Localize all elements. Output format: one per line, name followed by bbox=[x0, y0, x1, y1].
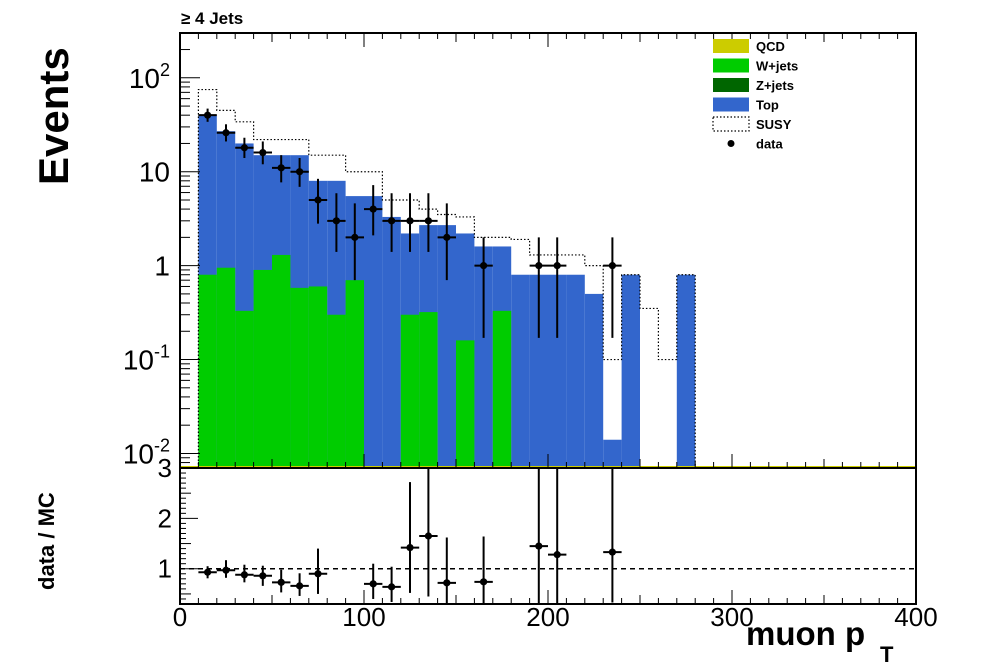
legend-label: W+jets bbox=[756, 59, 798, 74]
data-point bbox=[296, 168, 304, 176]
top-bar bbox=[548, 274, 567, 468]
top-bar bbox=[566, 274, 585, 468]
top-bar bbox=[474, 246, 493, 468]
y-tick-label: 10-1 bbox=[123, 342, 170, 376]
data-point bbox=[314, 196, 322, 204]
ratio-point bbox=[259, 572, 267, 580]
ratio-point bbox=[535, 542, 543, 550]
data-point bbox=[351, 233, 359, 241]
legend-swatch bbox=[713, 78, 749, 92]
data-point bbox=[277, 164, 285, 172]
y-axis-label-ratio: data / MC bbox=[34, 492, 59, 590]
x-tick-label: 300 bbox=[710, 602, 753, 632]
main-bars bbox=[180, 115, 916, 468]
top-bar bbox=[511, 274, 530, 468]
legend-label: SUSY bbox=[756, 117, 792, 132]
ratio-point bbox=[406, 543, 414, 552]
data-point bbox=[406, 217, 414, 225]
y-tick-label: 102 bbox=[129, 60, 170, 94]
wjets-bar bbox=[400, 314, 420, 468]
ratio-point bbox=[204, 568, 212, 576]
legend-label: data bbox=[756, 137, 784, 152]
data-point bbox=[553, 262, 561, 270]
top-bar bbox=[584, 293, 604, 468]
top-bar bbox=[382, 216, 401, 468]
top-bar bbox=[621, 274, 640, 468]
data-point bbox=[535, 262, 543, 270]
ratio-point bbox=[388, 583, 396, 591]
legend-swatch bbox=[713, 58, 749, 73]
ratio-y-tick-label: 3 bbox=[158, 453, 172, 483]
top-bar bbox=[676, 274, 696, 468]
ratio-point bbox=[480, 578, 488, 586]
data-point bbox=[259, 148, 267, 157]
ratio-point bbox=[443, 579, 451, 587]
ratio-point bbox=[553, 551, 561, 559]
legend-label: Top bbox=[756, 98, 779, 113]
wjets-bar bbox=[419, 312, 438, 468]
susy-outline bbox=[197, 88, 714, 469]
ratio-y-tick-label: 1 bbox=[158, 554, 172, 584]
main-data-points bbox=[198, 108, 622, 338]
wjets-bar bbox=[327, 314, 346, 468]
wjets-bar bbox=[456, 340, 475, 468]
y-tick-label: 10 bbox=[139, 157, 170, 188]
legend-swatch bbox=[713, 97, 749, 112]
data-point bbox=[443, 233, 451, 241]
data-point bbox=[222, 129, 230, 137]
wjets-bar bbox=[492, 310, 512, 468]
ratio-point bbox=[296, 582, 304, 590]
legend-swatch bbox=[713, 39, 749, 53]
ratio-frame bbox=[179, 467, 917, 605]
ratio-point bbox=[277, 578, 285, 586]
data-point bbox=[424, 217, 432, 225]
ratio-point bbox=[240, 571, 248, 579]
ratio-data-points bbox=[180, 468, 916, 604]
y-tick-label: 10-2 bbox=[123, 435, 170, 469]
legend-swatch-susy bbox=[712, 116, 750, 132]
susy-step bbox=[197, 88, 714, 469]
ratio-point bbox=[314, 570, 322, 578]
x-tick-label: 200 bbox=[526, 602, 569, 632]
top-bar bbox=[364, 196, 383, 468]
data-point bbox=[332, 217, 340, 225]
top-bar bbox=[603, 439, 622, 468]
ratio-point bbox=[424, 532, 432, 540]
data-point bbox=[240, 144, 248, 152]
ratio-y-tick-label: 2 bbox=[158, 503, 172, 533]
y-tick-label: 1 bbox=[154, 251, 170, 282]
data-point bbox=[608, 262, 617, 270]
wjets-bar bbox=[290, 287, 309, 468]
wjets-bar bbox=[253, 269, 272, 468]
data-point bbox=[369, 205, 377, 213]
data-point bbox=[388, 217, 396, 225]
data-point bbox=[480, 262, 488, 270]
x-axis-label-subscript: T bbox=[880, 642, 894, 667]
wjets-bar bbox=[345, 280, 364, 468]
chart-title: ≥ 4 Jets bbox=[181, 9, 243, 28]
top-bar bbox=[437, 225, 456, 468]
ticks: 0 100 200 300 400 10-2 10-1 1 10 102 1 2 3 bbox=[123, 32, 938, 632]
ratio-point bbox=[369, 580, 377, 588]
y-axis-label-main: Events bbox=[30, 47, 77, 185]
x-tick-label: 400 bbox=[894, 602, 937, 632]
wjets-bar bbox=[308, 286, 328, 468]
ratio-point bbox=[222, 566, 230, 574]
wjets-bar bbox=[216, 267, 236, 468]
legend-marker-data bbox=[727, 140, 735, 147]
data-point bbox=[204, 111, 212, 119]
ratio-point bbox=[608, 548, 617, 556]
legend-label: QCD bbox=[756, 39, 785, 54]
wjets-bar bbox=[272, 254, 291, 468]
x-tick-label: 0 bbox=[173, 602, 187, 632]
x-tick-label: 100 bbox=[342, 602, 385, 632]
x-axis-label: muon p bbox=[746, 615, 865, 652]
legend-label: Z+jets bbox=[756, 78, 794, 93]
wjets-bar bbox=[198, 274, 217, 468]
top-bar bbox=[529, 274, 548, 468]
wjets-bar bbox=[235, 310, 254, 468]
legend: QCD W+jets Z+jets Top SUSY data bbox=[712, 39, 798, 152]
